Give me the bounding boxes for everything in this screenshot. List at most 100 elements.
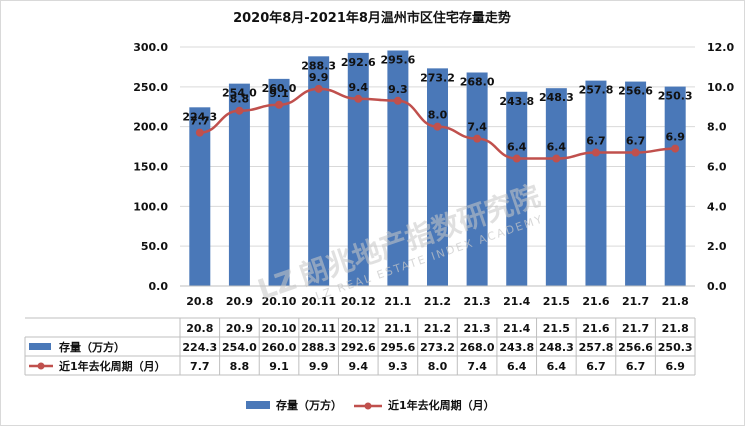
bar bbox=[545, 88, 567, 286]
y-right-tick-label: 4.0 bbox=[707, 200, 727, 213]
table-cell: 8.8 bbox=[230, 360, 250, 373]
table-row-label: 近1年去化周期（月） bbox=[59, 359, 166, 373]
table-header-cell: 21.8 bbox=[662, 322, 689, 335]
y-right-tick-label: 0.0 bbox=[707, 280, 727, 293]
legend-label: 近1年去化周期（月） bbox=[388, 398, 495, 412]
x-tick-label: 20.11 bbox=[301, 295, 336, 308]
y-right-tick-label: 10.0 bbox=[707, 81, 734, 94]
table-header-cell: 21.5 bbox=[543, 322, 570, 335]
table-header-cell: 20.8 bbox=[186, 322, 213, 335]
table-cell: 6.7 bbox=[586, 360, 606, 373]
line-point bbox=[552, 154, 561, 163]
bar-value-label: 257.8 bbox=[579, 84, 614, 97]
table-legend-line-marker bbox=[37, 362, 45, 370]
bar bbox=[268, 78, 290, 286]
line-value-label: 9.9 bbox=[309, 71, 329, 84]
table-header-cell: 20.12 bbox=[341, 322, 376, 335]
x-tick-label: 21.4 bbox=[503, 295, 530, 308]
bar-value-label: 254.0 bbox=[222, 87, 257, 100]
line-value-label: 9.4 bbox=[349, 81, 369, 94]
y-left-tick-label: 250.0 bbox=[133, 81, 168, 94]
line-point bbox=[393, 96, 402, 105]
table-header-cell: 21.1 bbox=[384, 322, 411, 335]
table-cell: 6.4 bbox=[507, 360, 527, 373]
table-cell: 250.3 bbox=[658, 341, 693, 354]
table-cell: 8.0 bbox=[428, 360, 448, 373]
bar-value-label: 288.3 bbox=[301, 59, 336, 72]
line-point bbox=[314, 84, 323, 93]
bar bbox=[189, 107, 211, 286]
line-series bbox=[195, 84, 680, 163]
bar-value-label: 250.3 bbox=[658, 90, 693, 103]
table-cell: 260.0 bbox=[262, 341, 297, 354]
y-left-tick-label: 150.0 bbox=[133, 161, 168, 174]
legend-label: 存量（万方） bbox=[276, 398, 342, 412]
line-point bbox=[473, 134, 482, 143]
bar-value-label: 268.0 bbox=[460, 75, 495, 88]
bar-series bbox=[189, 50, 686, 287]
x-tick-label: 21.2 bbox=[424, 295, 451, 308]
x-tick-label: 21.5 bbox=[543, 295, 570, 308]
line-value-label: 7.4 bbox=[467, 121, 487, 134]
table-header-cell: 21.7 bbox=[622, 322, 649, 335]
axes: 0.0 50.0 100.0 150.0 200.0 250.0 300.0 0.0 2.0 4.… bbox=[133, 41, 734, 308]
table-cell: 273.2 bbox=[420, 341, 455, 354]
y-left-tick-label: 200.0 bbox=[133, 121, 168, 134]
table-cell: 9.4 bbox=[349, 360, 369, 373]
bar-value-label: 243.8 bbox=[499, 95, 534, 108]
line-point bbox=[591, 148, 600, 157]
x-tick-label: 20.10 bbox=[262, 295, 297, 308]
line-value-label: 6.7 bbox=[586, 135, 606, 148]
x-tick-label: 20.8 bbox=[186, 295, 213, 308]
x-tick-label: 21.3 bbox=[464, 295, 491, 308]
bar-value-label: 256.6 bbox=[618, 85, 653, 98]
legend-bar-swatch bbox=[246, 401, 270, 409]
line-point bbox=[671, 144, 680, 153]
bar-value-label: 273.2 bbox=[420, 71, 455, 84]
line-value-label: 7.7 bbox=[190, 115, 210, 128]
line-value-label: 6.7 bbox=[626, 135, 646, 148]
bar bbox=[625, 81, 647, 286]
table-cell: 6.9 bbox=[665, 360, 685, 373]
table-header-cell: 21.2 bbox=[424, 322, 451, 335]
bar bbox=[585, 80, 607, 287]
x-tick-label: 20.9 bbox=[226, 295, 253, 308]
line-value-label: 6.4 bbox=[507, 141, 527, 154]
x-tick-label: 21.8 bbox=[662, 295, 689, 308]
x-tick-label: 21.7 bbox=[622, 295, 649, 308]
table-cell: 6.4 bbox=[547, 360, 567, 373]
table-header-cell: 20.9 bbox=[226, 322, 253, 335]
line-value-label: 9.3 bbox=[388, 83, 408, 96]
x-tick-label: 21.6 bbox=[582, 295, 609, 308]
table-cell: 9.1 bbox=[269, 360, 289, 373]
table-legend-bar-swatch bbox=[29, 343, 51, 350]
bar bbox=[228, 83, 250, 286]
table-cell: 9.9 bbox=[309, 360, 329, 373]
line-point bbox=[195, 128, 204, 137]
table-cell: 7.4 bbox=[467, 360, 487, 373]
table-header-cell: 21.6 bbox=[582, 322, 609, 335]
y-right-tick-label: 6.0 bbox=[707, 161, 727, 174]
table-header-cell: 21.4 bbox=[503, 322, 530, 335]
table-cell: 224.3 bbox=[182, 341, 217, 354]
table-cell: 256.6 bbox=[618, 341, 653, 354]
bar-value-label: 260.0 bbox=[262, 82, 297, 95]
line-point bbox=[631, 148, 640, 157]
x-tick-label: 21.1 bbox=[384, 295, 411, 308]
bar bbox=[506, 91, 528, 286]
bar-value-label: 295.6 bbox=[380, 54, 415, 67]
line-point bbox=[275, 100, 284, 109]
table-cell: 288.3 bbox=[301, 341, 336, 354]
table-cell: 9.3 bbox=[388, 360, 408, 373]
line-value-label: 9.1 bbox=[269, 87, 289, 100]
line-value-label: 6.9 bbox=[665, 131, 685, 144]
bar bbox=[466, 72, 488, 286]
line-point bbox=[235, 106, 244, 115]
y-left-tick-label: 300.0 bbox=[133, 41, 168, 54]
bar-value-label: 224.3 bbox=[182, 110, 217, 123]
data-table: 20.8 20.9 20.10 20.11 20.12 21.1 21.2 21.3 21.4 2… bbox=[24, 317, 696, 376]
bar bbox=[427, 68, 448, 286]
